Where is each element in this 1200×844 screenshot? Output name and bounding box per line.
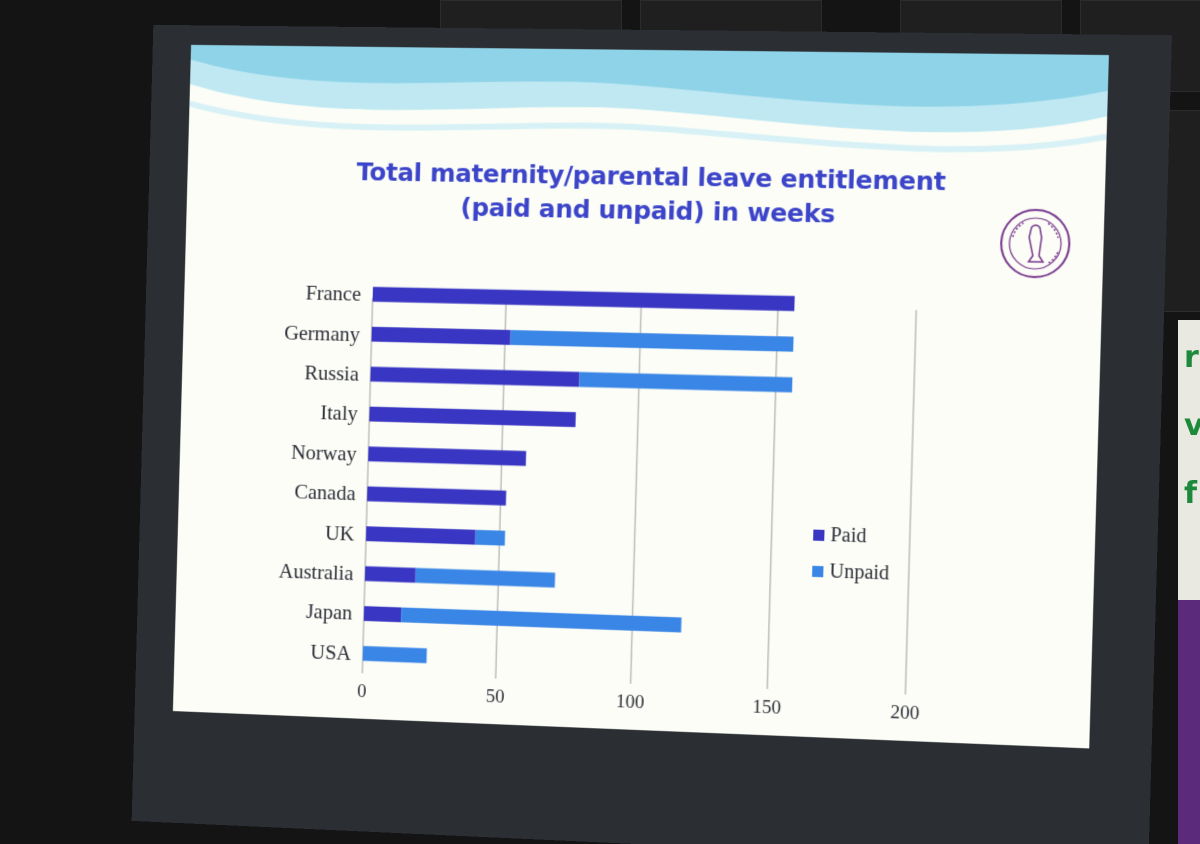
legend-swatch-paid xyxy=(813,530,824,541)
stacked-bar-chart: France Germany Russia Italy Norway Canada UK Au… xyxy=(231,272,978,724)
category-label: UK xyxy=(325,522,355,545)
bar-paid-france xyxy=(373,287,795,311)
category-label: Italy xyxy=(320,403,359,426)
x-tick-labels: 0 50 100 150 200 xyxy=(357,681,920,723)
category-label: Germany xyxy=(284,322,361,346)
category-label: Japan xyxy=(306,601,354,625)
category-label: Norway xyxy=(291,442,358,466)
bars-layer xyxy=(363,287,795,677)
slide-title: Total maternity/parental leave entitleme… xyxy=(331,155,972,234)
x-tick-label: 100 xyxy=(616,691,645,713)
bar-unpaid-germany xyxy=(510,330,793,352)
side-banner-purple xyxy=(1178,600,1200,844)
bar-unpaid-russia xyxy=(579,372,792,392)
bar-paid-italy xyxy=(369,407,576,428)
legend-label-paid: Paid xyxy=(830,524,867,548)
x-gridline xyxy=(905,310,916,694)
legend-swatch-unpaid xyxy=(812,566,823,577)
bar-unpaid-usa xyxy=(363,646,427,663)
bar-paid-canada xyxy=(367,486,506,505)
x-tick-label: 150 xyxy=(752,696,781,718)
bar-unpaid-australia xyxy=(415,568,555,588)
presentation-slide: Total maternity/parental leave entitleme… xyxy=(173,45,1109,749)
banner-letter-v: v xyxy=(1184,408,1200,443)
x-tick-label: 50 xyxy=(486,686,505,708)
category-label: Russia xyxy=(304,362,359,385)
category-labels: France Germany Russia Italy Norway Canada UK Au… xyxy=(275,282,362,665)
university-seal-logo xyxy=(997,206,1073,281)
banner-letter-r: r xyxy=(1184,340,1199,375)
category-label: Canada xyxy=(294,482,356,506)
banner-letter-f: f xyxy=(1184,476,1197,511)
category-label: Australia xyxy=(278,561,353,586)
bar-paid-russia xyxy=(370,367,579,387)
category-label: France xyxy=(305,283,361,306)
projection-screen: Total maternity/parental leave entitleme… xyxy=(132,25,1172,844)
x-gridline xyxy=(767,307,778,689)
bar-paid-germany xyxy=(371,327,510,345)
x-tick-label: 0 xyxy=(357,681,367,702)
bar-paid-japan xyxy=(364,606,402,622)
bar-paid-australia xyxy=(365,566,416,583)
legend-label-unpaid: Unpaid xyxy=(829,560,890,584)
bar-unpaid-uk xyxy=(475,530,505,546)
legend: Paid Unpaid xyxy=(812,523,891,584)
bar-paid-uk xyxy=(366,526,476,544)
bar-unpaid-japan xyxy=(401,607,682,632)
slide-header-wave xyxy=(188,45,1109,167)
x-tick-label: 200 xyxy=(890,702,920,723)
category-label: USA xyxy=(310,641,351,665)
